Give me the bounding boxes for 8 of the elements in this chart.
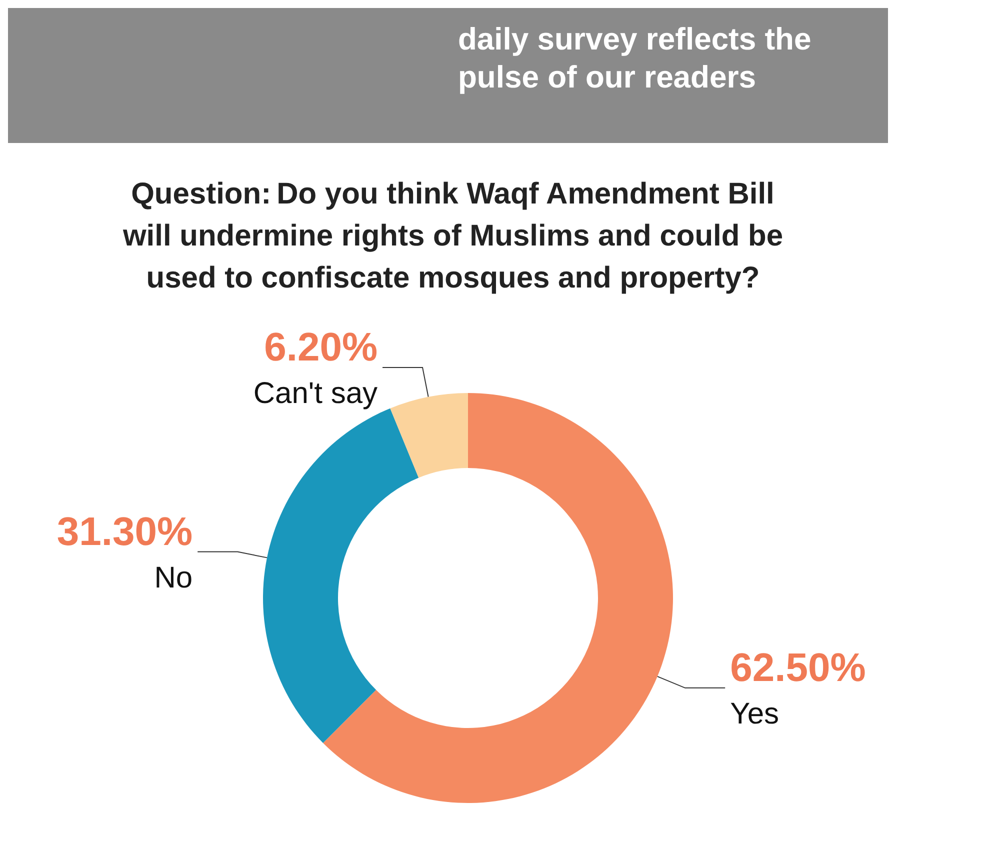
data-label: 62.50%	[730, 646, 866, 690]
chart-subtitle: daily survey reflects the pulse of our readers	[458, 22, 820, 94]
chart-title: Question: Do you think Waqf Amendment Bill will undermine rights of Muslims and could be used to confiscate mosques and property?	[122, 178, 784, 294]
slice-label: Yes	[730, 697, 780, 730]
slice-label: No	[154, 561, 193, 594]
data-label: 31.30%	[56, 510, 193, 554]
slice-label: Can't say	[253, 376, 378, 410]
data-label: 6.20%	[264, 325, 378, 370]
